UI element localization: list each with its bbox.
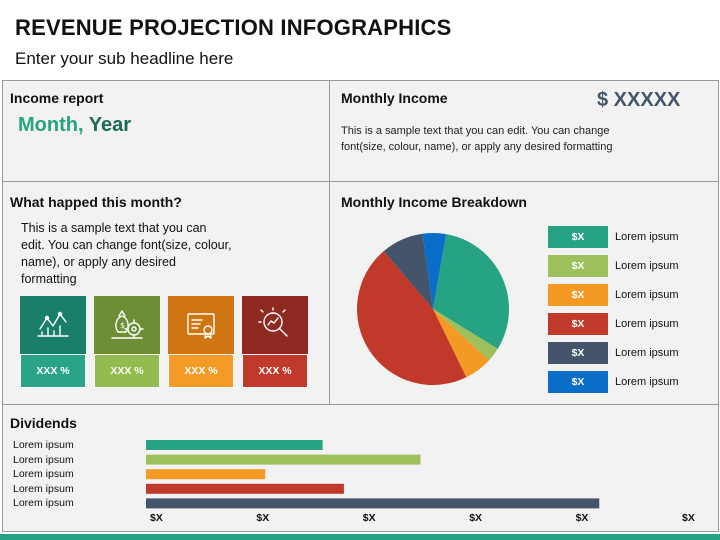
stat-card-3-top (168, 296, 234, 354)
legend-label-2: Lorem ipsum (615, 260, 679, 272)
what-happened-heading: What happed this month? (10, 194, 182, 210)
dividends-panel: Dividends (2, 404, 719, 532)
legend-chip-3: $X (548, 284, 608, 306)
stat-card-1-value: XXX % (20, 354, 86, 388)
stat-card-4-top (242, 296, 308, 354)
monthly-income-panel: Monthly Income $ XXXXX This is a sample … (329, 80, 719, 182)
dividend-tick-1: $X (150, 512, 163, 524)
income-report-panel: Income report Month, Year (2, 80, 330, 182)
dividend-label-3: Lorem ipsum (13, 468, 74, 481)
line-chart-icon (37, 311, 69, 337)
dividend-tick-4: $X (469, 512, 483, 524)
legend-chip-2: $X (548, 255, 608, 277)
what-happened-text: This is a sample text that you can edit.… (21, 221, 232, 286)
stat-card-1-top (20, 296, 86, 354)
svg-text:$: $ (120, 321, 125, 330)
income-report-heading: Income report (10, 90, 104, 106)
legend-chip-5: $X (548, 342, 608, 364)
month-year-text: Month, Year (18, 114, 131, 137)
dividend-tick-3: $X (362, 512, 376, 524)
stat-card-4-value: XXX % (242, 354, 308, 388)
dividends-heading: Dividends (10, 415, 77, 431)
stat-card-3-value: XXX % (168, 354, 234, 388)
dividend-tick-5: $X (575, 512, 589, 524)
page-subtitle: Enter your sub headline here (15, 49, 234, 68)
stat-card-2: $ XXX % (94, 296, 160, 388)
dividend-label-2: Lorem ipsum (13, 453, 74, 466)
month-text: Month, (18, 114, 84, 136)
breakdown-heading: Monthly Income Breakdown (341, 194, 527, 210)
stat-card-2-value: XXX % (94, 354, 160, 388)
what-happened-panel: What happed this month? This is a sample… (2, 181, 330, 405)
dividend-label-1: Lorem ipsum (13, 439, 74, 451)
year-text: Year (88, 114, 131, 136)
dividend-label-5: Lorem ipsum (13, 497, 74, 510)
money-gears-icon: $ (111, 310, 144, 339)
legend-label-6: Lorem ipsum (615, 376, 679, 388)
legend-chip-1: $X (548, 226, 608, 248)
stat-card-2-top: $ (94, 296, 160, 354)
legend-label-1: Lorem ipsum (615, 231, 679, 243)
monthly-income-heading: Monthly Income (341, 90, 448, 106)
dividend-tick-2: $X (256, 512, 270, 524)
certificate-icon (187, 313, 215, 339)
legend-chip-6: $X (548, 371, 608, 393)
stat-card-3: XXX % (168, 296, 234, 388)
magnifier-analytics-icon (258, 307, 288, 337)
footer-accent-bar (0, 534, 720, 540)
stat-card-4: XXX % (242, 296, 308, 388)
page-title: REVENUE PROJECTION INFOGRAPHICS (15, 15, 452, 40)
legend-label-3: Lorem ipsum (615, 289, 679, 301)
dividend-label-4: Lorem ipsum (13, 482, 74, 495)
monthly-income-amount: $ XXXXX (597, 89, 681, 111)
legend-label-4: Lorem ipsum (615, 318, 679, 330)
stat-card-1: XXX % (20, 296, 86, 388)
legend-chip-4: $X (548, 313, 608, 335)
monthly-income-text: This is a sample text that you can edit.… (341, 125, 613, 153)
legend-label-5: Lorem ipsum (615, 347, 679, 359)
dividend-tick-6: $X (682, 512, 695, 524)
